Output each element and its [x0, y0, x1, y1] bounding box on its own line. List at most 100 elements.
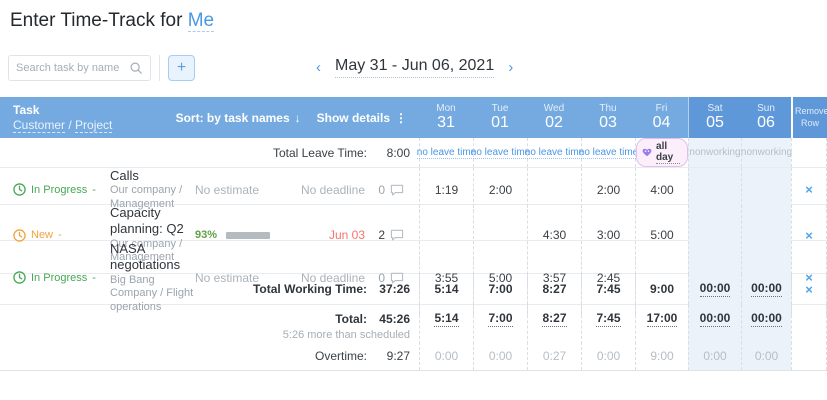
date-range-label[interactable]: May 31 - Jun 06, 2021: [335, 57, 495, 78]
table-row-nasa-negotiations: In Progress - NASA negotiations Big Bang …: [0, 241, 827, 315]
task-status-dropdown[interactable]: In Progress -: [13, 183, 110, 197]
time-cell[interactable]: 1:19: [419, 168, 473, 212]
add-task-button[interactable]: +: [168, 54, 195, 81]
chevron-left-icon[interactable]: ‹: [316, 59, 321, 76]
assignee-link[interactable]: Me: [187, 10, 215, 32]
task-deadline: No deadline: [300, 270, 365, 285]
time-cell[interactable]: 2:00: [473, 168, 527, 212]
no-leave-time-link[interactable]: no leave time: [578, 146, 639, 159]
time-cell[interactable]: [527, 168, 581, 212]
sort-arrow-icon: ↓: [294, 110, 301, 125]
task-comments[interactable]: 2: [365, 228, 419, 242]
clock-icon: [13, 228, 26, 242]
task-customer-project: Our company / Management: [110, 237, 183, 264]
task-title[interactable]: Capacity planning: Q2: [110, 205, 184, 237]
time-cell[interactable]: 2:00: [581, 168, 635, 212]
total-cell[interactable]: 7:00: [473, 305, 527, 345]
no-leave-time-link[interactable]: no leave time: [524, 146, 585, 159]
task-deadline: Jun 03: [328, 228, 365, 242]
overtime-row: Overtime: 9:27 0:00 0:00 0:27 0:00 9:00 …: [0, 342, 827, 371]
time-cell[interactable]: 5:00: [635, 205, 688, 265]
search-box[interactable]: [8, 54, 151, 81]
no-leave-time-link[interactable]: no leave time: [470, 146, 531, 159]
working-total-cell: 8:27: [527, 274, 581, 304]
task-info-cell: New - Capacity planning: Q2 Our company /…: [0, 205, 419, 265]
remove-row-button[interactable]: ×: [791, 274, 827, 304]
table-row-calls: In Progress - Calls Our company / Managem…: [0, 168, 827, 212]
task-customer-project: Our company / Management: [110, 184, 183, 210]
day-header-sun[interactable]: Sun 06: [741, 97, 791, 138]
time-cell[interactable]: 4:00: [635, 168, 688, 212]
close-icon[interactable]: ×: [805, 270, 813, 286]
time-cell[interactable]: [688, 168, 741, 212]
task-title[interactable]: NASA negotiations: [110, 241, 181, 273]
task-title[interactable]: Calls: [110, 168, 139, 183]
overtime-cell: 0:00: [473, 342, 527, 370]
total-cell[interactable]: 7:45: [581, 305, 635, 345]
total-cell[interactable]: 8:27: [527, 305, 581, 345]
chevron-right-icon[interactable]: ›: [508, 59, 514, 76]
sort-control[interactable]: Sort: by task names ↓: [175, 110, 301, 125]
nonworking-label: nonworking: [689, 147, 741, 158]
nonworking-label: nonworking: [740, 147, 793, 158]
leave-cell-thu: no leave time: [578, 138, 639, 167]
overtime-cell: 0:00: [688, 342, 741, 370]
total-cell[interactable]: 00:00: [741, 305, 791, 345]
total-note: 5:26 more than scheduled: [282, 329, 410, 342]
close-icon[interactable]: ×: [805, 182, 813, 198]
toolbar: +: [8, 54, 195, 81]
time-cell[interactable]: 4:30: [527, 205, 581, 265]
task-deadline: No deadline: [300, 182, 365, 197]
heart-icon: [642, 148, 652, 157]
task-status-dropdown[interactable]: New -: [13, 228, 110, 242]
task-info-cell: In Progress - Calls Our company / Managem…: [0, 168, 419, 212]
overtime-cell: 0:00: [741, 342, 791, 370]
progress-percent: 93%: [195, 229, 218, 241]
leave-cell-fri: all day: [635, 138, 688, 167]
total-cell[interactable]: 17:00: [635, 305, 688, 345]
total-working-time-row: Total Working Time: 37:26 5:14 7:00 8:27…: [0, 274, 827, 305]
project-link[interactable]: Project: [75, 117, 113, 133]
total-cell[interactable]: 5:14: [419, 305, 473, 345]
total-label-cell: Total: 45:26 5:26 more than scheduled: [0, 305, 419, 344]
day-header-sat[interactable]: Sat 05: [688, 97, 741, 138]
day-header-mon[interactable]: Mon 31: [419, 97, 473, 138]
working-total-cell[interactable]: 00:00: [741, 274, 791, 304]
comment-icon: [390, 229, 404, 241]
task-column-label: Task: [13, 102, 40, 117]
task-comments[interactable]: 0: [365, 183, 419, 197]
time-cell[interactable]: 3:00: [581, 205, 635, 265]
time-cell[interactable]: [419, 205, 473, 265]
remove-cell: [791, 305, 827, 345]
day-header-tue[interactable]: Tue 01: [473, 97, 527, 138]
task-header-cell: Task Customer / Project Sort: by task na…: [0, 97, 419, 138]
comment-icon: [390, 184, 404, 196]
day-header-fri[interactable]: Fri 04: [635, 97, 688, 138]
task-estimate: No estimate: [195, 270, 260, 285]
no-leave-time-link[interactable]: no leave time: [416, 146, 477, 159]
total-cell[interactable]: 00:00: [688, 305, 741, 345]
close-icon[interactable]: ×: [805, 281, 813, 297]
time-track-table: Task Customer / Project Sort: by task na…: [0, 97, 827, 371]
working-total-cell[interactable]: 00:00: [688, 274, 741, 304]
search-input[interactable]: [16, 61, 129, 74]
task-comments[interactable]: 0: [365, 271, 419, 285]
task-status-dropdown[interactable]: In Progress -: [13, 271, 110, 285]
show-details-control[interactable]: Show details ⋮: [316, 110, 407, 125]
close-icon[interactable]: ×: [805, 227, 813, 243]
remove-row-header: Remove Row: [791, 97, 827, 138]
time-cell[interactable]: [741, 168, 791, 212]
comment-icon: [390, 272, 404, 284]
time-cell[interactable]: [473, 205, 527, 265]
day-header-thu[interactable]: Thu 03: [581, 97, 635, 138]
day-header-wed[interactable]: Wed 02: [527, 97, 581, 138]
working-total-cell: 9:00: [635, 274, 688, 304]
working-total-cell: 7:45: [581, 274, 635, 304]
working-total-cell: 5:14: [419, 274, 473, 304]
total-working-time-label: Total Working Time: 37:26: [252, 282, 410, 296]
progress-bar: [226, 231, 271, 239]
leave-cell-sat: nonworking: [688, 138, 741, 167]
customer-link[interactable]: Customer: [13, 117, 66, 133]
all-day-leave-badge[interactable]: all day: [636, 138, 688, 167]
